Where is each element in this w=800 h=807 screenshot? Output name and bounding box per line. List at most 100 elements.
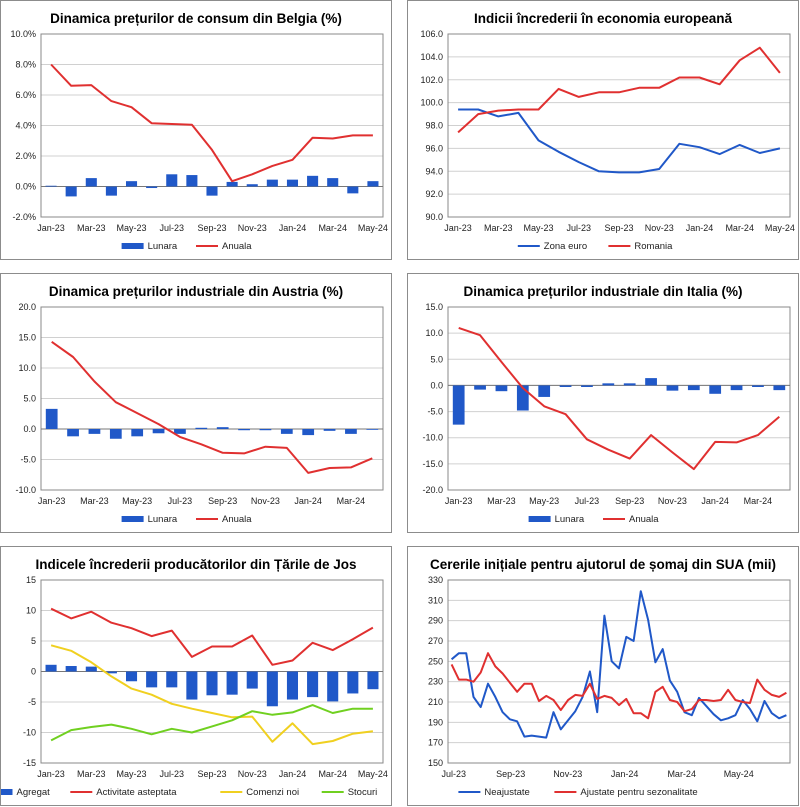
legend-item: Comenzi noi	[220, 787, 299, 798]
chart-panel-eu-confidence: Indicii încrederii în economia europeană…	[407, 0, 799, 260]
y-tick-label: -5.0	[427, 407, 443, 417]
x-tick-label: Mar-24	[667, 769, 696, 779]
x-tick-label: May-23	[117, 769, 147, 779]
y-tick-label: 96.0	[425, 143, 443, 153]
bar-lunara	[367, 181, 379, 187]
x-tick-label: Mar-23	[77, 769, 106, 779]
y-tick-label: 15.0	[425, 302, 443, 312]
legend-item: Anuala	[603, 514, 659, 525]
y-tick-label: 5.0	[430, 354, 443, 364]
legend-label: Lunara	[148, 241, 178, 252]
bar-lunara	[752, 385, 764, 387]
y-tick-label: 2.0%	[15, 151, 36, 161]
legend-item: Neajustate	[458, 787, 530, 798]
bar-lunara	[280, 429, 293, 434]
bar-agregat	[166, 671, 178, 688]
bar-agregat	[125, 671, 138, 682]
x-tick-label: Jan-23	[37, 769, 65, 779]
line-activitate-asteptata	[50, 607, 374, 666]
x-tick-label: Jan-23	[444, 223, 472, 233]
chart-panel-italia-ppi: Dinamica prețurilor industriale din Ital…	[407, 273, 799, 533]
x-tick-label: Jul-23	[160, 223, 185, 233]
y-tick-label: 10.0%	[10, 29, 36, 39]
legend-swatch	[1, 789, 13, 795]
chart-italia-ppi: Dinamica prețurilor industriale din Ital…	[422, 284, 791, 525]
chart-title: Cererile inițiale pentru ajutorul de șom…	[430, 557, 776, 572]
x-tick-label: Jan-24	[611, 769, 639, 779]
bar-lunara	[666, 385, 679, 391]
y-tick-label: 4.0%	[15, 121, 36, 131]
legend-label: Lunara	[555, 514, 585, 525]
bar-lunara	[347, 186, 359, 194]
y-tick-label: 230	[428, 677, 443, 687]
x-tick-label: Sep-23	[604, 223, 633, 233]
chart-belgia-cpi: Dinamica prețurilor de consum din Belgia…	[10, 11, 388, 252]
x-tick-label: Nov-23	[251, 496, 280, 506]
y-tick-label: 0	[31, 667, 36, 677]
legend-label: Lunara	[148, 514, 178, 525]
plot-frame	[40, 306, 384, 491]
bar-agregat	[65, 666, 77, 672]
chart-eu-confidence: Indicii încrederii în economia europeană…	[420, 11, 794, 252]
chart-title: Dinamica prețurilor industriale din Aust…	[49, 284, 343, 299]
bar-agregat	[307, 671, 319, 698]
y-tick-label: 0.0%	[15, 182, 36, 192]
bar-lunara	[45, 408, 58, 429]
x-tick-label: May-24	[358, 223, 388, 233]
x-tick-label: Nov-23	[645, 223, 674, 233]
line-zona-euro	[458, 108, 781, 174]
x-tick-label: May-24	[358, 769, 388, 779]
bar-lunara	[131, 429, 144, 437]
bar-lunara	[65, 186, 77, 197]
x-tick-label: Mar-24	[744, 496, 773, 506]
x-tick-label: Sep-23	[197, 769, 226, 779]
plot-frame	[447, 33, 791, 218]
y-tick-label: 270	[428, 636, 443, 646]
bar-lunara	[730, 385, 743, 391]
x-tick-label: May-24	[724, 769, 754, 779]
x-tick-label: Mar-23	[487, 496, 516, 506]
y-tick-label: 0.0	[23, 424, 36, 434]
plot-frame	[40, 33, 384, 218]
legend-label: Anuala	[629, 514, 659, 525]
bar-lunara	[174, 429, 186, 434]
bar-lunara	[259, 429, 272, 431]
y-tick-label: 10	[26, 606, 36, 616]
bar-lunara	[146, 186, 158, 189]
y-tick-label: 5	[31, 636, 36, 646]
y-tick-label: 20.0	[18, 302, 36, 312]
y-tick-label: 90.0	[425, 212, 443, 222]
x-tick-label: Jul-23	[575, 496, 600, 506]
legend-swatch	[121, 243, 144, 249]
legend-item: Anuala	[196, 241, 252, 252]
legend-item: Romania	[608, 241, 673, 252]
bar-lunara	[602, 383, 615, 386]
x-tick-label: Mar-24	[318, 223, 347, 233]
legend-item: Anuala	[196, 514, 252, 525]
x-tick-label: Nov-23	[553, 769, 582, 779]
legend-swatch	[121, 516, 144, 522]
y-tick-label: -20.0	[422, 485, 443, 495]
y-tick-label: 102.0	[420, 75, 443, 85]
y-tick-label: -2.0%	[12, 212, 36, 222]
line-romania	[457, 46, 781, 134]
y-tick-label: -10	[23, 728, 36, 738]
x-tick-label: Jan-23	[38, 496, 66, 506]
y-tick-label: 94.0	[425, 166, 443, 176]
bar-agregat	[246, 671, 258, 689]
x-tick-label: Jan-24	[686, 223, 714, 233]
y-tick-label: 330	[428, 575, 443, 585]
y-tick-label: -15	[23, 758, 36, 768]
bar-lunara	[773, 385, 786, 391]
y-tick-label: 104.0	[420, 52, 443, 62]
x-tick-label: Jul-23	[567, 223, 592, 233]
y-tick-label: 10.0	[425, 328, 443, 338]
y-tick-label: 8.0%	[15, 60, 36, 70]
legend-label: Romania	[634, 241, 673, 252]
y-tick-label: 5.0	[23, 394, 36, 404]
bar-lunara	[266, 179, 278, 187]
x-tick-label: Mar-23	[77, 223, 106, 233]
bar-agregat	[286, 671, 299, 700]
bar-lunara	[709, 385, 722, 394]
y-tick-label: 250	[428, 656, 443, 666]
